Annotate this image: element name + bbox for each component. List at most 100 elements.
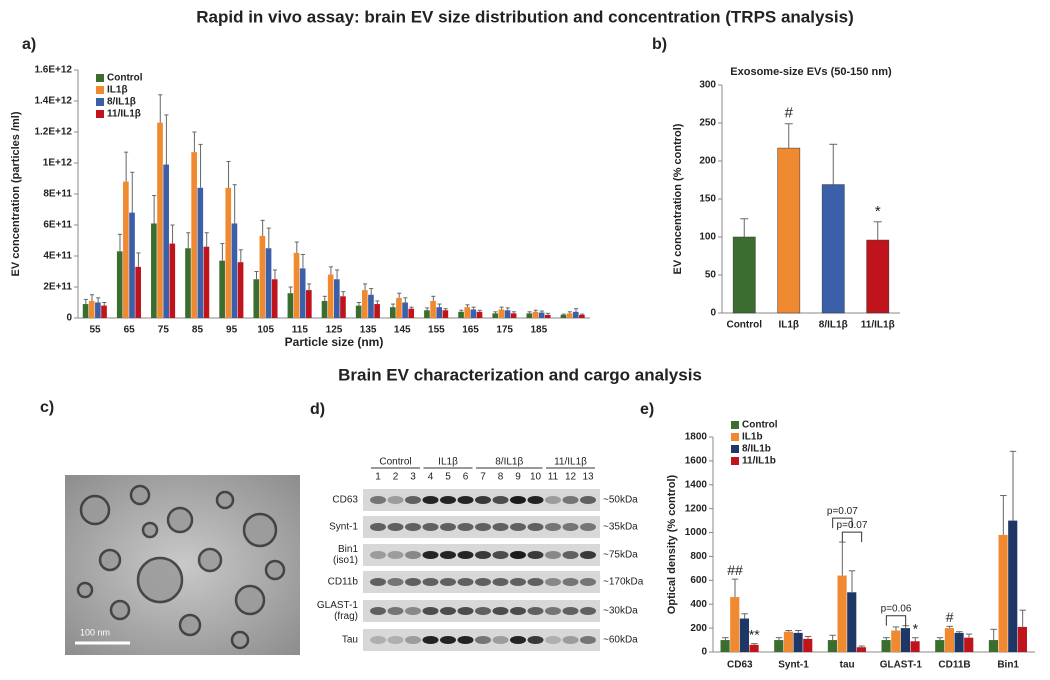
bar — [253, 279, 260, 318]
size-label: ~75kDa — [603, 550, 638, 561]
vesicle — [166, 506, 194, 534]
bar — [821, 184, 845, 314]
bar — [777, 147, 801, 314]
bar — [544, 314, 551, 318]
micrograph: 100 nm — [65, 475, 300, 655]
legend-swatch — [731, 457, 739, 465]
error-bar — [369, 288, 374, 295]
blot-band — [475, 578, 491, 586]
lane-number: 4 — [428, 472, 434, 483]
figure-title: Rapid in vivo assay: brain EV size distr… — [196, 7, 853, 26]
blot-band — [440, 636, 456, 644]
legend-label: 8/IL1b — [742, 444, 771, 455]
blot-band — [422, 496, 439, 504]
blot-band — [387, 496, 404, 504]
size-label: ~50kDa — [603, 495, 638, 506]
vesicle — [109, 599, 131, 621]
bar — [881, 640, 891, 652]
bar — [82, 304, 89, 318]
vesicle — [79, 494, 111, 526]
bar — [730, 597, 740, 652]
error-bar — [238, 249, 243, 263]
bar — [225, 187, 232, 318]
legend-swatch — [96, 110, 104, 118]
bar — [749, 644, 759, 652]
bracket-label: p=0.07 — [827, 506, 858, 517]
bar — [402, 302, 408, 318]
bar — [169, 243, 176, 318]
error-bar — [785, 630, 792, 632]
bar — [185, 248, 191, 318]
vesicle — [98, 548, 122, 572]
bar — [259, 235, 266, 318]
blot-band — [545, 607, 561, 615]
error-bar — [397, 292, 402, 298]
y-tick-label: 0 — [710, 308, 716, 319]
x-tick-label: 155 — [428, 325, 445, 336]
lane-number: 1 — [375, 472, 381, 483]
error-bar — [892, 626, 900, 631]
error-bar — [580, 313, 585, 315]
bar — [374, 304, 380, 318]
bar — [101, 305, 107, 318]
error-bar — [89, 294, 95, 301]
bar — [1008, 520, 1018, 652]
lane-number: 13 — [582, 472, 594, 483]
x-axis-label: Particle size (nm) — [285, 335, 384, 349]
blot-band — [370, 607, 386, 615]
blot-band — [440, 496, 456, 504]
panel-label: c) — [40, 399, 54, 416]
blot-band — [492, 578, 509, 586]
error-bar — [152, 195, 157, 224]
legend-swatch — [731, 433, 739, 441]
blot-band — [475, 636, 491, 644]
error-bar — [204, 232, 209, 247]
error-bar — [136, 252, 141, 267]
error-bar — [883, 637, 890, 641]
error-bar — [573, 308, 579, 312]
blot-band — [387, 523, 404, 531]
blot-band — [387, 607, 404, 615]
blot-band — [457, 551, 474, 559]
row-label: Bin1 — [338, 544, 358, 555]
blot-band — [422, 551, 439, 559]
size-label: ~60kDa — [603, 635, 638, 646]
blot-band — [580, 523, 596, 531]
panel-label: a) — [22, 36, 36, 53]
size-label: ~35kDa — [603, 522, 638, 533]
x-tick-label: tau — [840, 660, 855, 671]
bar — [237, 262, 244, 318]
size-label: ~30kDa — [603, 606, 638, 617]
blot-band — [387, 578, 404, 586]
row-label: CD63 — [332, 495, 358, 506]
lane-number: 5 — [445, 472, 451, 483]
bar — [492, 313, 499, 318]
y-tick-label: 400 — [690, 599, 707, 610]
vesicle — [230, 630, 250, 650]
error-bar — [965, 633, 973, 638]
blot-band — [370, 551, 386, 559]
error-bar — [731, 578, 739, 598]
vesicle — [141, 521, 159, 539]
x-tick-label: 125 — [326, 325, 343, 336]
blot-band — [370, 636, 386, 644]
x-tick-label: 165 — [462, 325, 479, 336]
error-bar — [775, 637, 783, 641]
y-tick-label: 1E+12 — [43, 158, 73, 169]
bar — [739, 618, 749, 652]
blot-band — [440, 607, 456, 615]
blot-band — [457, 636, 474, 644]
blot-band — [545, 523, 561, 531]
bar — [774, 640, 784, 652]
row-label: Tau — [342, 635, 358, 646]
vesicle — [234, 584, 266, 616]
blot-band — [387, 551, 404, 559]
bar — [334, 279, 340, 318]
legend-label: IL1b — [742, 432, 763, 443]
bar — [271, 279, 278, 318]
y-tick-label: 1400 — [685, 479, 708, 490]
section-title: Brain EV characterization and cargo anal… — [338, 365, 702, 384]
y-tick-label: 1200 — [685, 503, 708, 514]
bar — [203, 246, 210, 318]
bar — [964, 637, 974, 652]
